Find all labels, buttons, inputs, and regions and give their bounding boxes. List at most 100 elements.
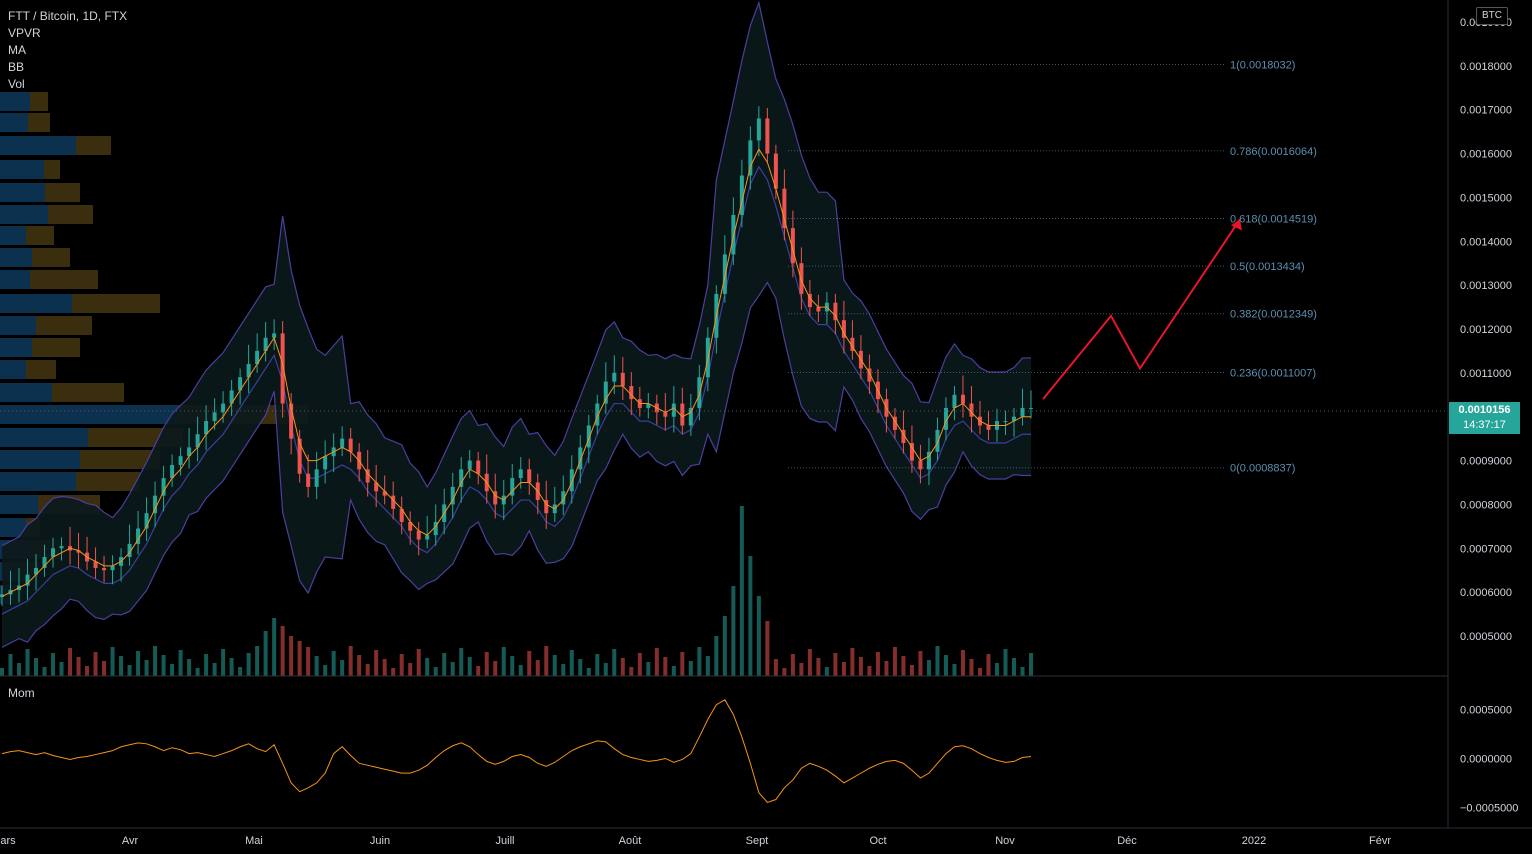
volume-bar (340, 660, 345, 676)
volume-bar (875, 652, 880, 676)
volume-bar (586, 668, 591, 676)
volume-bar (119, 656, 124, 676)
candle-body (425, 535, 430, 540)
momentum-legend[interactable]: Mom (8, 685, 35, 702)
volume-bar (348, 646, 353, 676)
price-tick-label: 0.0015000 (1460, 192, 1512, 204)
volume-bar (442, 653, 447, 676)
last-price-tag: 0.0010156 14:37:17 (1449, 402, 1520, 434)
projection-arrow[interactable] (1042, 218, 1242, 400)
currency-badge[interactable]: BTC (1476, 7, 1508, 25)
time-tick-label: Oct (869, 835, 886, 847)
volume-bar (221, 649, 226, 676)
indicator-vol[interactable]: Vol (8, 77, 25, 91)
volume-bar (187, 659, 192, 676)
vpvr-down-row (44, 160, 60, 179)
momentum-axis[interactable]: 0.0005000 0.0000000 −0.0005000 (1460, 705, 1518, 815)
volume-bar (578, 659, 583, 676)
fib-level-label: 0.382(0.0012349) (1230, 309, 1317, 321)
candle-body (867, 368, 872, 382)
candle-body (918, 460, 923, 470)
candle-body (59, 546, 64, 549)
candle-body (765, 118, 770, 154)
candle-body (459, 469, 464, 487)
vpvr-down-row (76, 136, 111, 155)
volume-bar (170, 664, 175, 676)
volume-bar (1011, 658, 1016, 676)
candle-body (306, 473, 311, 487)
candle-body (518, 469, 523, 479)
volume-bar (773, 659, 778, 676)
volume-bar (688, 661, 693, 676)
vpvr-up-row (0, 405, 178, 424)
candle-body (127, 543, 132, 558)
candle-body (187, 447, 192, 457)
symbol-legend[interactable]: FTT / Bitcoin, 1D, FTX VPVR MA BB Vol (8, 8, 127, 93)
vpvr-down-row (26, 360, 56, 379)
candle-body (773, 153, 778, 189)
candle-body (144, 513, 149, 529)
volume-bar (807, 649, 812, 676)
indicator-vpvr[interactable]: VPVR (8, 26, 41, 40)
volume-bar (884, 661, 889, 676)
projection-path (1042, 218, 1241, 400)
indicator-ma[interactable]: MA (8, 43, 26, 57)
volume-bar (204, 654, 209, 676)
volume-bar (569, 650, 574, 676)
price-axis[interactable]: 0.00190000.00180000.00170000.00160000.00… (1460, 17, 1512, 643)
candle-body (569, 469, 574, 492)
volume-bar (595, 654, 600, 676)
volume-bar (459, 648, 464, 676)
price-tick-label: 0.0006000 (1460, 587, 1512, 599)
indicator-mom[interactable]: Mom (8, 686, 35, 700)
candle-body (1003, 421, 1008, 423)
volume-bar (144, 660, 149, 676)
volume-bar (816, 658, 821, 676)
volume-bar (42, 667, 47, 676)
candle-body (0, 594, 4, 597)
candle-body (229, 390, 234, 404)
candle-body (42, 557, 47, 569)
candle-body (399, 508, 404, 522)
volume-bar (858, 657, 863, 676)
candle-body (646, 403, 651, 408)
volume-bar (93, 652, 98, 676)
vpvr-up-row (0, 270, 30, 289)
symbol-title[interactable]: FTT / Bitcoin, 1D, FTX (8, 9, 128, 23)
candle-body (93, 561, 98, 569)
volume-bar (748, 556, 753, 676)
candle-body (578, 447, 583, 470)
price-tick-label: 0.0008000 (1460, 499, 1512, 511)
candle-body (476, 460, 481, 474)
candle-body (34, 568, 39, 575)
volume-bar (901, 656, 906, 676)
momentum-tick-label: −0.0005000 (1460, 802, 1518, 814)
volume-bar (799, 663, 804, 676)
vpvr-up-row (0, 316, 36, 335)
candle-body (943, 407, 948, 430)
volume-bar (654, 648, 659, 676)
candle-body (153, 495, 158, 514)
volume-bar (824, 667, 829, 676)
volume-bar (467, 657, 472, 676)
volume-bar (161, 655, 166, 676)
vpvr-down-row (28, 113, 50, 132)
vpvr-down-row (32, 248, 70, 267)
price-tick-label: 0.0017000 (1460, 105, 1512, 117)
indicator-bb[interactable]: BB (8, 60, 25, 74)
time-tick-label: Avr (122, 835, 139, 847)
candle-body (161, 478, 166, 496)
vpvr-up-row (0, 518, 26, 537)
volume-bar (697, 647, 702, 676)
bollinger-bands (1, 0, 1031, 648)
candle-body (688, 407, 693, 426)
time-axis[interactable]: ars Avr Mai Juin Juill Août Sept Oct Nov Déc 2022 F… (0, 835, 1391, 847)
fib-level-label: 0.618(0.0014519) (1230, 214, 1317, 226)
volume-bar (892, 647, 897, 676)
volume-bar (314, 656, 319, 676)
vpvr-down-row (45, 183, 80, 202)
volume-bar (918, 651, 923, 676)
volume-bar (790, 654, 795, 676)
candle-body (816, 307, 821, 312)
